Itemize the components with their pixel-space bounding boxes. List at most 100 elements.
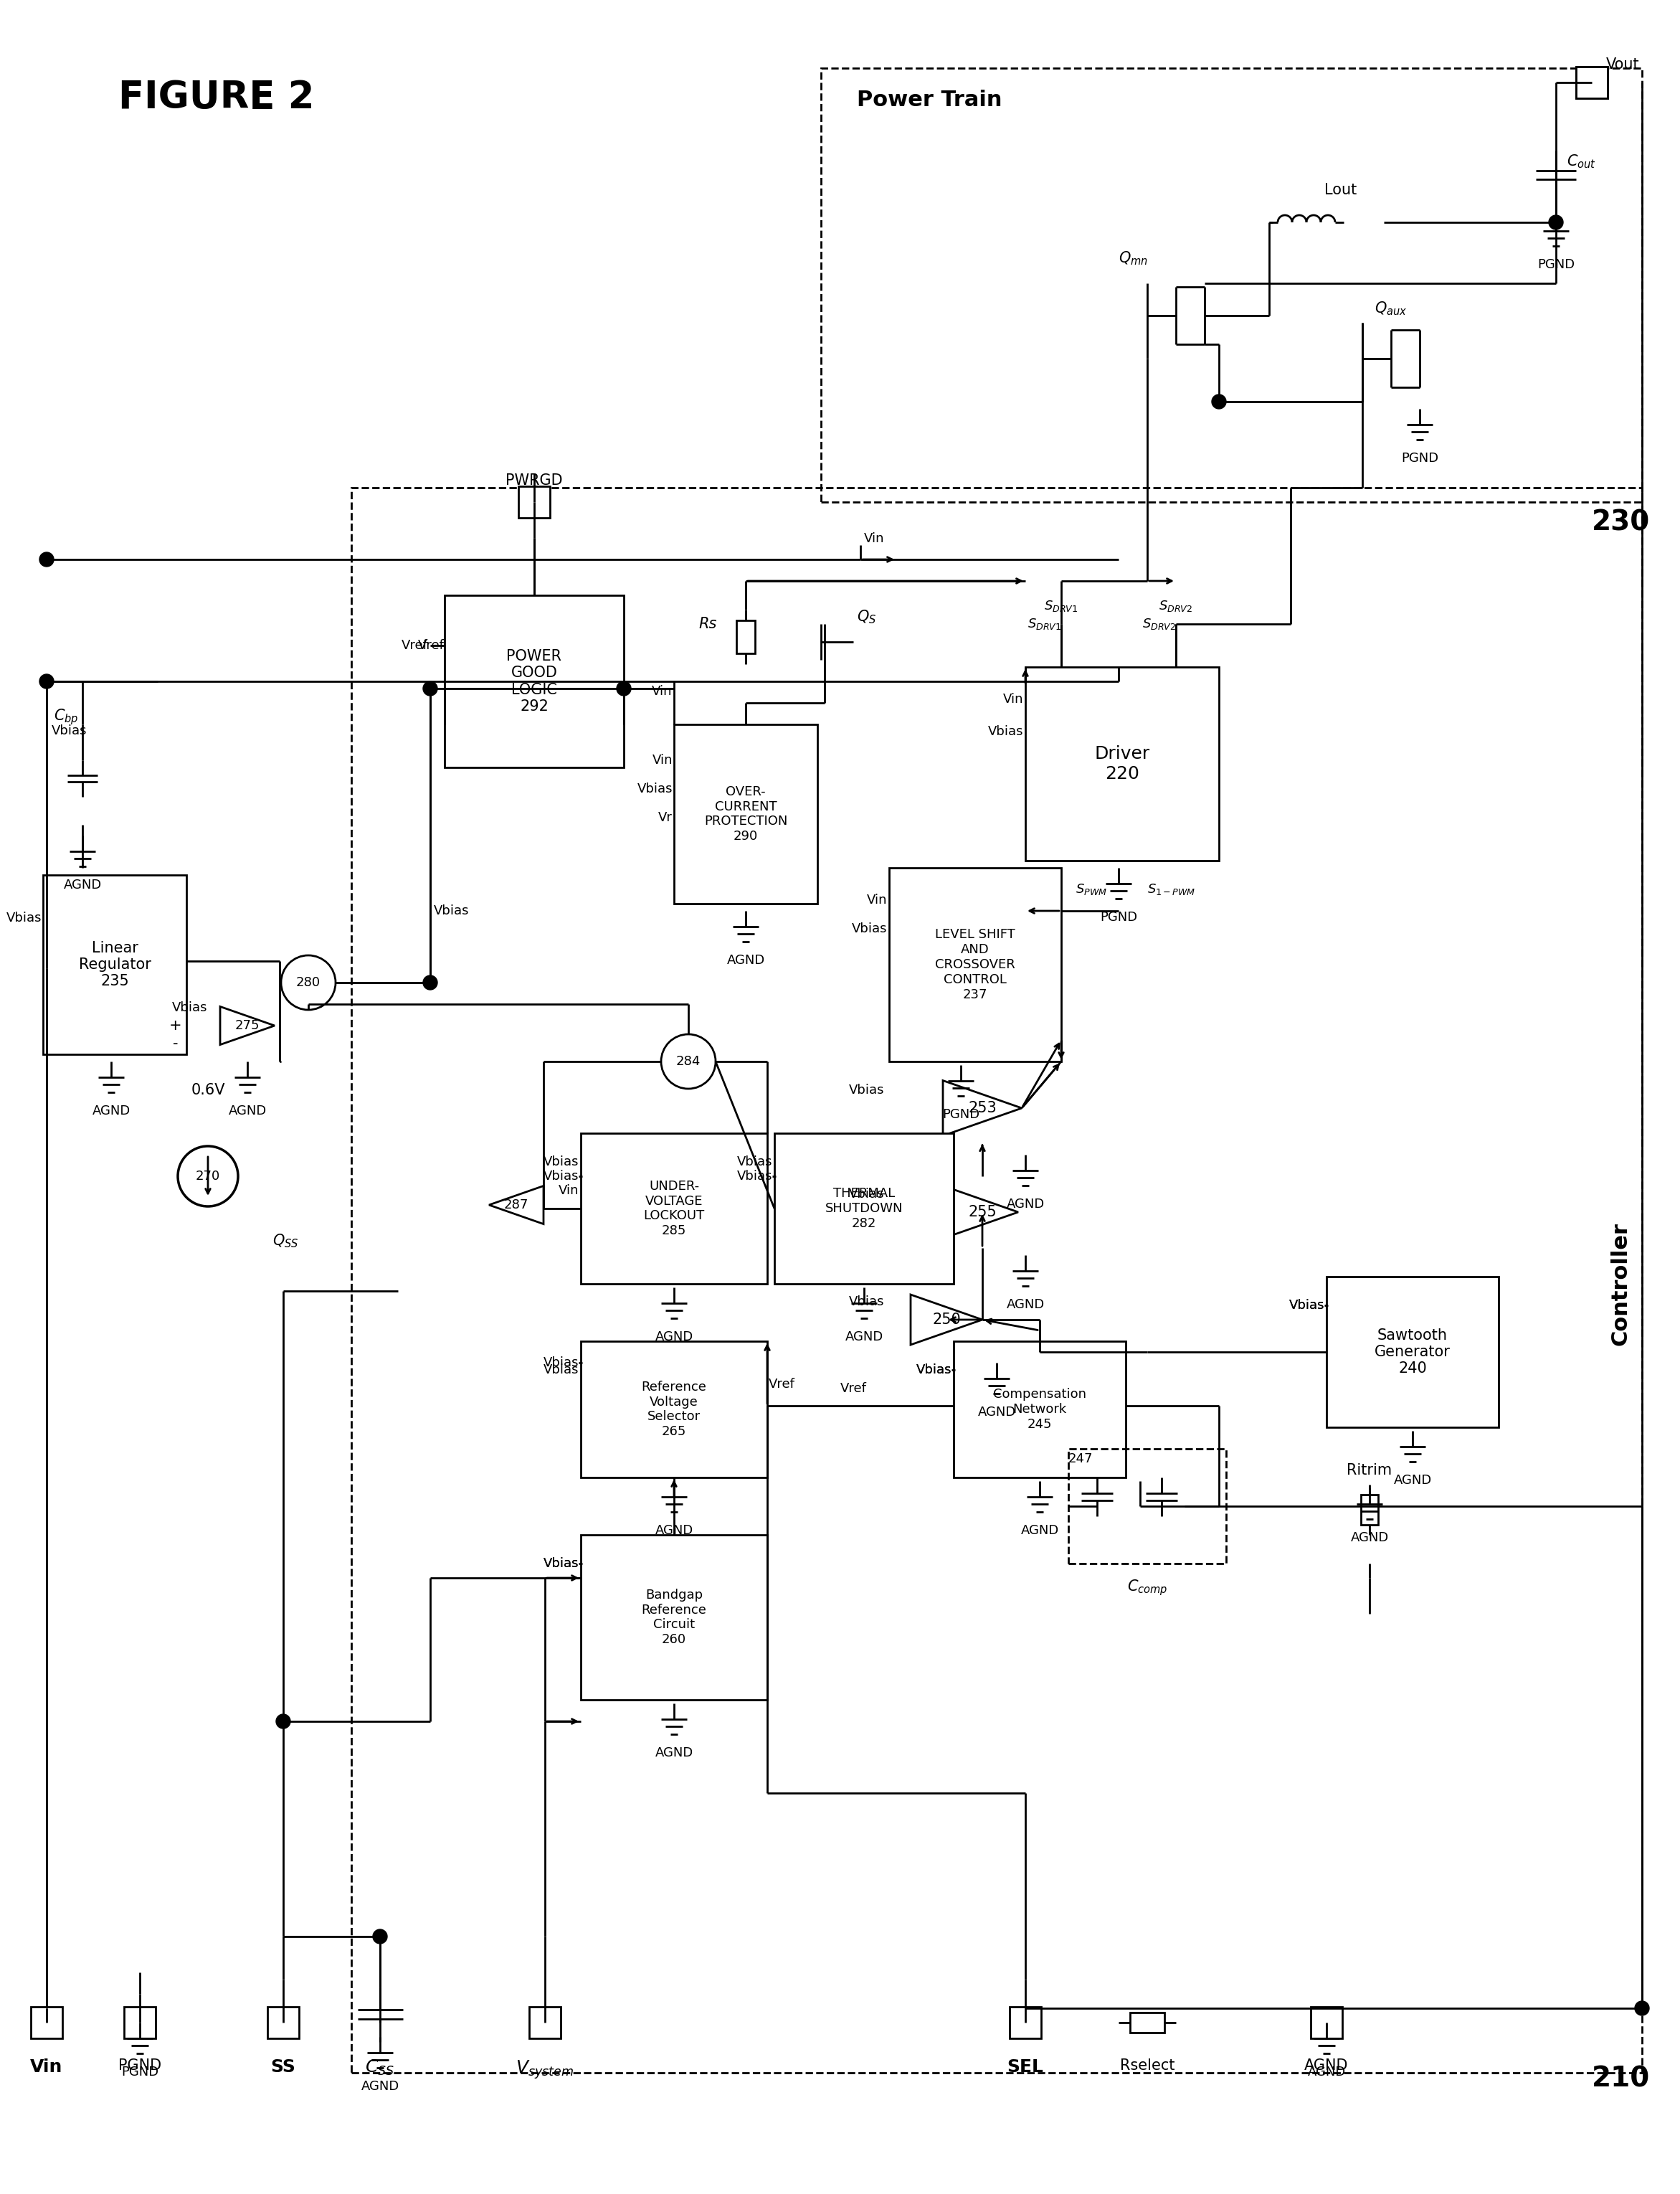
Bar	[774, 1134, 954, 1283]
Text: AGND: AGND	[92, 1106, 131, 1117]
Text: AGND: AGND	[655, 1525, 694, 1538]
Bar	[1576, 66, 1608, 99]
Text: 284: 284	[675, 1055, 701, 1068]
Text: Ritrim: Ritrim	[1347, 1463, 1393, 1477]
Circle shape	[373, 1929, 386, 1944]
Bar	[581, 1341, 768, 1477]
Text: PGND: PGND	[1401, 452, 1438, 465]
Text: Vin: Vin	[652, 755, 672, 766]
Text: Vbias: Vbias	[988, 726, 1023, 737]
Text: $S_{DRV1}$: $S_{DRV1}$	[1045, 599, 1079, 614]
Text: $Q_{mn}$: $Q_{mn}$	[1119, 250, 1147, 268]
Text: +: +	[170, 1018, 181, 1033]
Text: AGND: AGND	[1006, 1198, 1045, 1211]
Bar	[736, 621, 756, 654]
Text: Vbias: Vbias	[543, 1558, 578, 1571]
Text: Vbias: Vbias	[852, 921, 887, 935]
Bar	[519, 487, 549, 518]
Text: $S_{DRV1}$: $S_{DRV1}$	[1026, 617, 1062, 632]
Text: Vr: Vr	[659, 812, 672, 825]
Text: AGND: AGND	[655, 1332, 694, 1343]
Text: 280: 280	[296, 976, 321, 989]
Text: Power Train: Power Train	[857, 90, 1001, 110]
Text: PGND: PGND	[118, 2058, 161, 2073]
Text: AGND: AGND	[655, 1746, 694, 1760]
Text: Controller: Controller	[1609, 1222, 1631, 1345]
Text: $Q_S$: $Q_S$	[857, 608, 877, 625]
Text: $C_{comp}$: $C_{comp}$	[1127, 1577, 1168, 1597]
Text: PGND: PGND	[1537, 259, 1574, 272]
Circle shape	[423, 682, 437, 695]
Polygon shape	[220, 1007, 274, 1044]
Text: -: -	[173, 1036, 178, 1051]
Text: 247: 247	[1068, 1452, 1094, 1466]
Polygon shape	[946, 1187, 1018, 1237]
Text: Vbias: Vbias	[543, 1558, 578, 1571]
Text: Vbias: Vbias	[7, 911, 42, 924]
Text: Vbias: Vbias	[52, 724, 87, 737]
Bar	[267, 2008, 299, 2038]
Text: Vbias: Vbias	[543, 1362, 578, 1376]
Circle shape	[617, 682, 632, 695]
Text: $C_{bp}$: $C_{bp}$	[54, 709, 79, 726]
Text: Vref: Vref	[769, 1378, 795, 1391]
Text: Vbias: Vbias	[433, 904, 469, 917]
Text: Vin: Vin	[1003, 693, 1023, 706]
Text: Vbias: Vbias	[543, 1156, 578, 1169]
Bar	[1310, 2008, 1342, 2038]
Text: POWER
GOOD
LOGIC
292: POWER GOOD LOGIC 292	[507, 649, 561, 713]
Text: AGND: AGND	[1351, 1531, 1389, 1545]
Text: PWRGD: PWRGD	[506, 474, 563, 487]
Text: 255: 255	[968, 1205, 996, 1220]
Text: 253: 253	[968, 1101, 996, 1115]
Circle shape	[276, 1714, 291, 1729]
Text: AGND: AGND	[1304, 2058, 1349, 2073]
Text: AGND: AGND	[361, 2080, 400, 2093]
Bar	[581, 1536, 768, 1700]
Circle shape	[1635, 2001, 1650, 2016]
Text: AGND: AGND	[1021, 1525, 1058, 1538]
Text: Vref: Vref	[418, 638, 445, 652]
Circle shape	[1211, 395, 1226, 408]
Text: $S_{DRV2}$: $S_{DRV2}$	[1142, 617, 1176, 632]
Polygon shape	[911, 1294, 983, 1345]
Bar	[1010, 2008, 1042, 2038]
Bar	[674, 724, 818, 904]
Text: 270: 270	[195, 1169, 220, 1183]
Text: Rselect: Rselect	[1121, 2058, 1174, 2073]
Text: Vbias: Vbias	[171, 1000, 208, 1014]
Bar	[822, 68, 1641, 502]
Text: AGND: AGND	[1307, 2067, 1346, 2078]
Text: Vin: Vin	[864, 533, 884, 544]
Text: $C_{SS}$: $C_{SS}$	[365, 2058, 395, 2078]
Text: Rs: Rs	[699, 617, 717, 632]
Text: $S_{PWM}$: $S_{PWM}$	[1075, 882, 1107, 897]
Text: $Q_{aux}$: $Q_{aux}$	[1374, 301, 1408, 316]
Text: 250: 250	[932, 1312, 961, 1327]
Text: Vin: Vin	[867, 893, 887, 906]
Text: Driver
220: Driver 220	[1094, 746, 1149, 783]
Text: Vbias: Vbias	[1289, 1299, 1324, 1312]
Text: $S_{DRV2}$: $S_{DRV2}$	[1159, 599, 1193, 614]
Text: UNDER-
VOLTAGE
LOCKOUT
285: UNDER- VOLTAGE LOCKOUT 285	[643, 1180, 704, 1237]
Text: 275: 275	[235, 1020, 260, 1031]
Text: AGND: AGND	[1006, 1299, 1045, 1312]
Bar	[1327, 1277, 1499, 1428]
Text: Vbias: Vbias	[848, 1294, 884, 1308]
Text: Vin: Vin	[30, 2058, 62, 2076]
Bar	[529, 2008, 561, 2038]
Text: 210: 210	[1593, 2065, 1650, 2093]
Circle shape	[662, 1033, 716, 1088]
Text: Vbias: Vbias	[738, 1156, 773, 1169]
Text: Vbias: Vbias	[637, 783, 672, 796]
Text: $V_{system}$: $V_{system}$	[516, 2058, 575, 2080]
Text: Vbias: Vbias	[1289, 1299, 1324, 1312]
Text: PGND: PGND	[942, 1108, 979, 1121]
Text: SS: SS	[270, 2058, 296, 2076]
Text: 230: 230	[1593, 509, 1650, 538]
Text: AGND: AGND	[845, 1332, 884, 1343]
Bar	[889, 869, 1062, 1062]
Text: Vbias: Vbias	[916, 1362, 951, 1376]
Text: Vin: Vin	[558, 1185, 578, 1198]
Circle shape	[39, 674, 54, 689]
